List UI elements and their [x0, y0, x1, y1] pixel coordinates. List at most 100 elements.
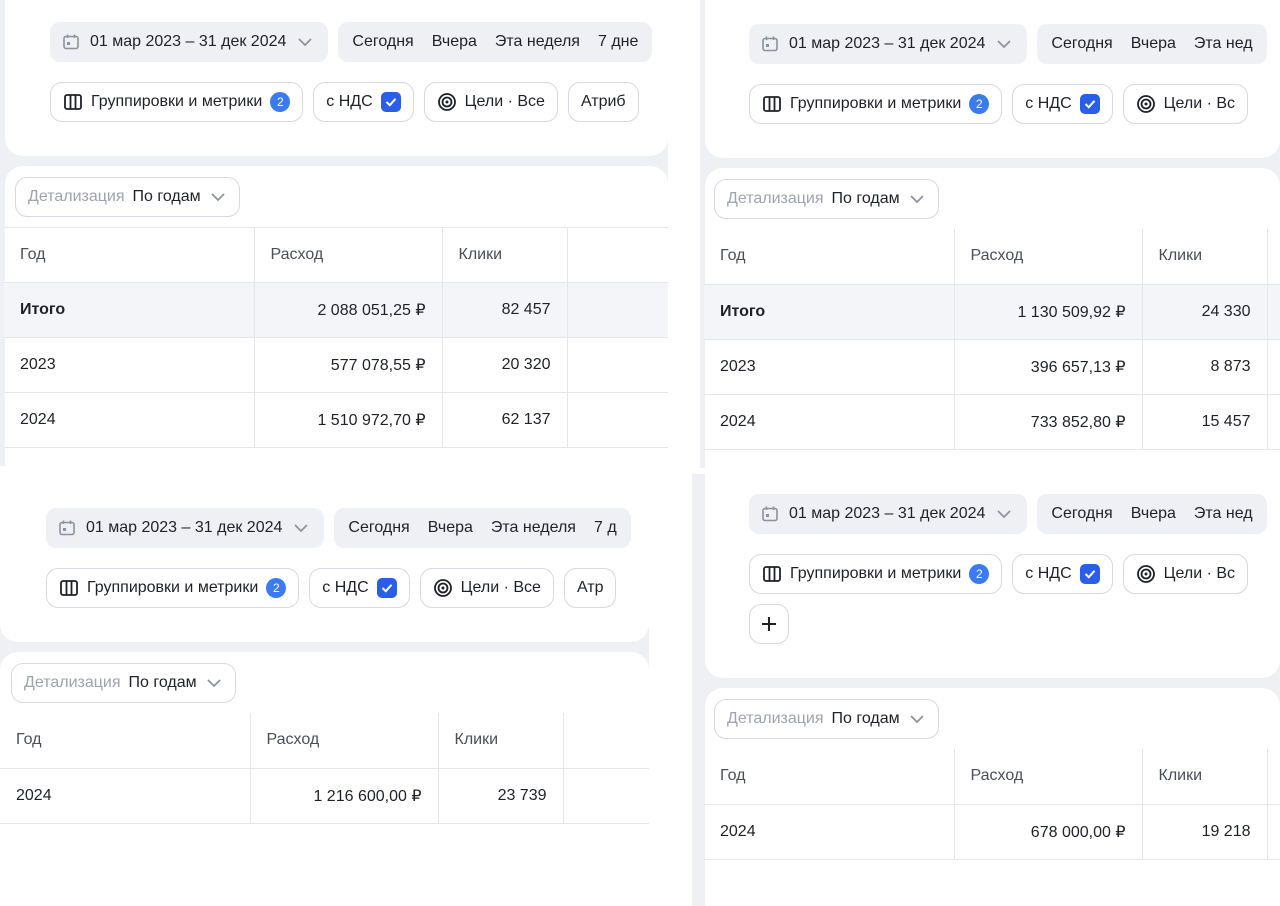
- filter-card: 01 мар 2023 – 31 дек 2024 Сегодня Вчера …: [0, 486, 649, 642]
- calendar-icon: [761, 35, 779, 53]
- groupings-label: Группировки и метрики: [87, 579, 259, 596]
- chevron-down-icon: [296, 33, 314, 51]
- cell-empty: [567, 392, 668, 448]
- column-header-next: [1267, 229, 1280, 285]
- checkbox-checked-icon[interactable]: [1079, 94, 1100, 114]
- cell-empty: [563, 768, 649, 824]
- filter-card: 01 мар 2023 – 31 дек 2024 Сегодня Вчера …: [705, 474, 1280, 678]
- quick-period-selector: Сегодня Вчера Эта нед: [1037, 494, 1267, 534]
- column-header-year[interactable]: Год: [0, 713, 251, 769]
- detail-value: По годам: [132, 188, 201, 205]
- detail-selector[interactable]: Детализация По годам: [11, 663, 236, 703]
- cell-cost: 1 216 600,00 ₽: [250, 768, 439, 824]
- column-header-cost[interactable]: Расход: [254, 227, 443, 283]
- table-row: 2024 1 510 972,70 ₽ 62 137: [4, 392, 668, 448]
- goals-button[interactable]: Цели · Вс: [1122, 84, 1249, 124]
- groupings-label: Группировки и метрики: [790, 95, 962, 112]
- columns-icon: [59, 578, 79, 598]
- report-panel-2: 01 мар 2023 – 31 дек 2024 Сегодня Вчера …: [700, 0, 1280, 468]
- column-header-year[interactable]: Год: [704, 749, 955, 805]
- date-range-picker[interactable]: 01 мар 2023 – 31 дек 2024: [50, 22, 329, 62]
- cell-cost: 1 510 972,70 ₽: [254, 392, 443, 448]
- date-range-value: 01 мар 2023 – 31 дек 2024: [86, 519, 283, 536]
- column-header-year[interactable]: Год: [704, 229, 955, 285]
- quick-this-week[interactable]: Эта неделя: [490, 519, 576, 536]
- quick-this-week[interactable]: Эта нед: [1193, 505, 1253, 522]
- cell-clicks: 15 457: [1142, 394, 1268, 450]
- cell-year: Итого: [4, 282, 255, 338]
- groupings-label: Группировки и метрики: [91, 93, 263, 110]
- target-icon: [437, 92, 457, 112]
- vat-toggle[interactable]: с НДС: [1012, 554, 1113, 594]
- detail-selector[interactable]: Детализация По годам: [15, 177, 240, 217]
- goals-button[interactable]: Цели · Все: [419, 568, 554, 608]
- chevron-down-icon: [292, 519, 310, 537]
- column-header-clicks[interactable]: Клики: [438, 713, 564, 769]
- column-header-cost[interactable]: Расход: [954, 749, 1143, 805]
- goals-label: Цели · Вс: [1163, 95, 1236, 112]
- table-card: Детализация По годам Год Расход Клики 20…: [704, 688, 1280, 906]
- quick-today[interactable]: Сегодня: [348, 519, 410, 536]
- quick-7-days[interactable]: 7 д: [593, 519, 617, 536]
- checkbox-checked-icon[interactable]: [380, 92, 401, 112]
- target-icon: [1136, 564, 1156, 584]
- detail-selector[interactable]: Детализация По годам: [714, 179, 939, 219]
- cell-clicks: 24 330: [1142, 284, 1268, 340]
- cell-year: 2024: [4, 392, 255, 448]
- quick-yesterday[interactable]: Вчера: [431, 33, 477, 50]
- cell-cost: 2 088 051,25 ₽: [254, 282, 443, 338]
- quick-yesterday[interactable]: Вчера: [1130, 505, 1176, 522]
- date-range-picker[interactable]: 01 мар 2023 – 31 дек 2024: [749, 24, 1028, 64]
- detail-selector[interactable]: Детализация По годам: [714, 699, 939, 739]
- groupings-metrics-button[interactable]: Группировки и метрики 2: [46, 568, 300, 608]
- table-row: 2024 678 000,00 ₽ 19 218: [704, 804, 1280, 860]
- quick-yesterday[interactable]: Вчера: [427, 519, 473, 536]
- vat-toggle[interactable]: с НДС: [1012, 84, 1113, 124]
- goals-button[interactable]: Цели · Все: [423, 82, 558, 122]
- detail-label: Детализация: [24, 674, 121, 691]
- column-header-next: [1267, 749, 1280, 805]
- goals-label: Цели · Все: [464, 93, 545, 110]
- cell-cost: 678 000,00 ₽: [954, 804, 1143, 860]
- cell-year: Итого: [704, 284, 955, 340]
- groupings-metrics-button[interactable]: Группировки и метрики 2: [749, 84, 1003, 124]
- column-header-cost[interactable]: Расход: [250, 713, 439, 769]
- column-header-clicks[interactable]: Клики: [1142, 749, 1268, 805]
- quick-this-week[interactable]: Эта нед: [1193, 35, 1253, 52]
- plus-icon: [759, 614, 779, 634]
- groupings-metrics-button[interactable]: Группировки и метрики 2: [50, 82, 304, 122]
- attribution-button[interactable]: Атр: [563, 568, 617, 608]
- checkbox-checked-icon[interactable]: [1079, 564, 1100, 584]
- chevron-down-icon: [205, 674, 223, 692]
- add-filter-button[interactable]: [749, 604, 789, 644]
- checkbox-checked-icon[interactable]: [376, 578, 397, 598]
- cell-empty: [1267, 804, 1280, 860]
- quick-yesterday[interactable]: Вчера: [1130, 35, 1176, 52]
- cell-empty: [1267, 394, 1280, 450]
- quick-today[interactable]: Сегодня: [1051, 505, 1113, 522]
- quick-7-days[interactable]: 7 дне: [597, 33, 639, 50]
- table-header-row: Год Расход Клики: [4, 227, 668, 283]
- goals-button[interactable]: Цели · Вс: [1122, 554, 1249, 594]
- date-range-picker[interactable]: 01 мар 2023 – 31 дек 2024: [749, 494, 1028, 534]
- cell-clicks: 8 873: [1142, 339, 1268, 395]
- date-range-picker[interactable]: 01 мар 2023 – 31 дек 2024: [46, 508, 325, 548]
- cell-cost: 577 078,55 ₽: [254, 337, 443, 393]
- chevron-down-icon: [209, 188, 227, 206]
- attribution-button[interactable]: Атриб: [567, 82, 639, 122]
- column-header-year[interactable]: Год: [4, 227, 255, 283]
- vat-toggle[interactable]: с НДС: [309, 568, 410, 608]
- vat-label: с НДС: [1025, 565, 1072, 582]
- quick-today[interactable]: Сегодня: [1051, 35, 1113, 52]
- attribution-label: Атр: [576, 579, 604, 596]
- quick-today[interactable]: Сегодня: [352, 33, 414, 50]
- table-row: 2023 396 657,13 ₽ 8 873: [704, 339, 1280, 395]
- vat-toggle[interactable]: с НДС: [313, 82, 414, 122]
- column-header-clicks[interactable]: Клики: [1142, 229, 1268, 285]
- column-header-cost[interactable]: Расход: [954, 229, 1143, 285]
- column-header-next: [563, 713, 649, 769]
- column-header-clicks[interactable]: Клики: [442, 227, 568, 283]
- groupings-metrics-button[interactable]: Группировки и метрики 2: [749, 554, 1003, 594]
- column-header-next: [567, 227, 668, 283]
- quick-this-week[interactable]: Эта неделя: [494, 33, 580, 50]
